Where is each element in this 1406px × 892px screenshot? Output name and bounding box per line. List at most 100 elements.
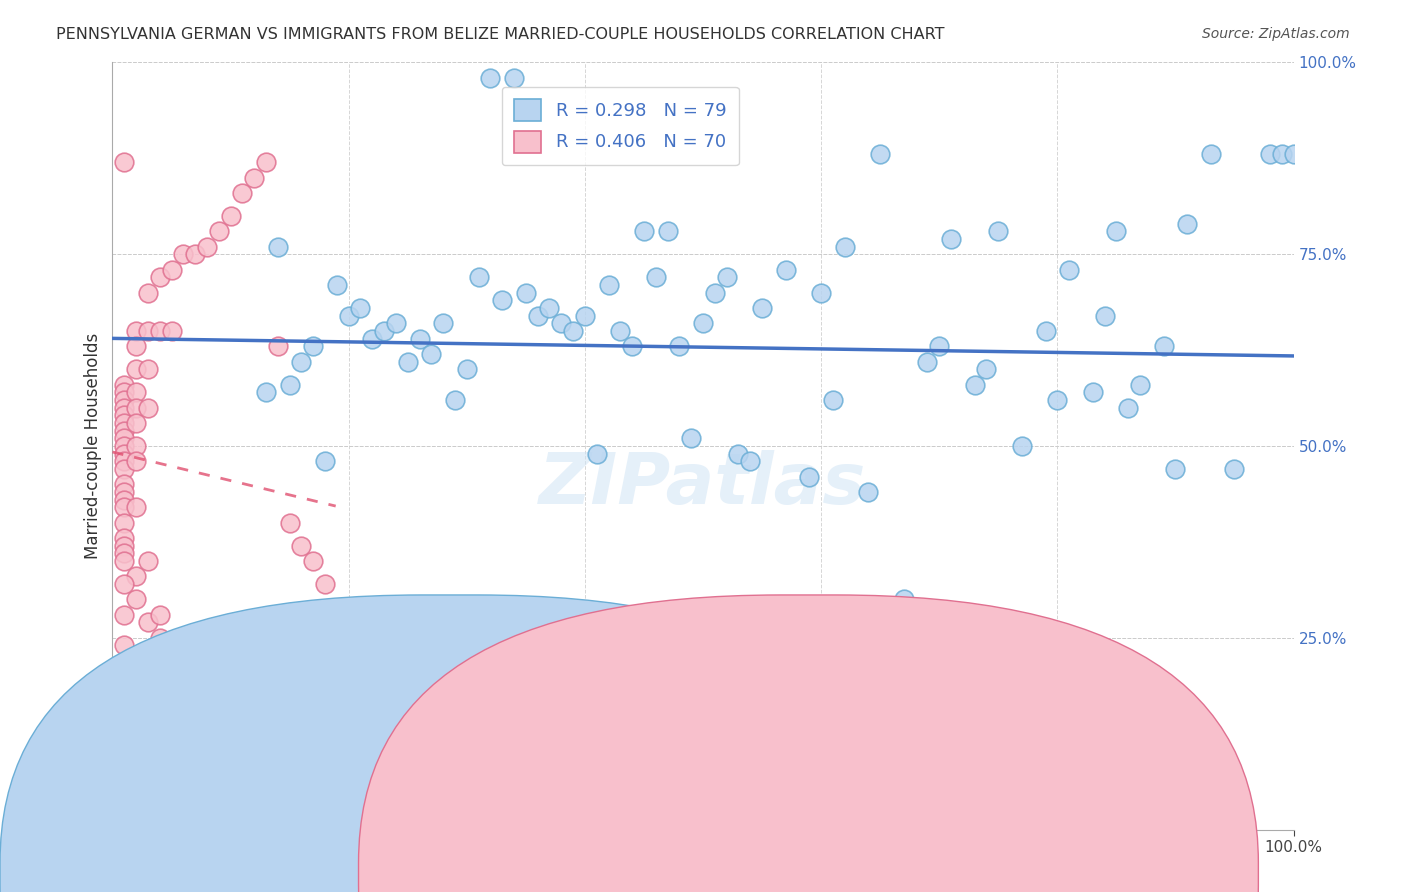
Point — [125, 362, 148, 376]
Point — [136, 401, 159, 415]
Point — [1129, 377, 1152, 392]
Point — [112, 492, 135, 507]
Point — [326, 277, 349, 292]
Point — [112, 447, 135, 461]
Point — [1223, 462, 1246, 476]
Point — [112, 485, 135, 500]
Y-axis label: Married-couple Households: Married-couple Households — [84, 333, 103, 559]
Point — [467, 270, 489, 285]
Point — [208, 224, 231, 238]
Point — [112, 431, 135, 445]
Text: Immigrants from Belize: Immigrants from Belize — [782, 863, 962, 877]
Point — [112, 424, 135, 438]
Text: Source: ZipAtlas.com: Source: ZipAtlas.com — [1202, 27, 1350, 41]
Point — [254, 155, 277, 169]
Point — [456, 362, 478, 376]
Point — [1282, 147, 1305, 161]
Point — [302, 554, 325, 568]
Point — [893, 592, 915, 607]
Point — [160, 324, 183, 338]
Point — [775, 262, 797, 277]
Point — [668, 339, 690, 353]
Point — [786, 684, 808, 698]
Point — [526, 309, 548, 323]
Point — [231, 186, 253, 200]
Point — [136, 362, 159, 376]
Point — [727, 447, 749, 461]
Point — [172, 247, 194, 261]
Point — [112, 546, 135, 560]
Text: Pennsylvania Germans: Pennsylvania Germans — [433, 863, 607, 877]
Point — [172, 669, 194, 683]
Point — [112, 516, 135, 530]
Point — [112, 439, 135, 453]
Legend: R = 0.298   N = 79, R = 0.406   N = 70: R = 0.298 N = 79, R = 0.406 N = 70 — [502, 87, 740, 165]
Point — [290, 354, 312, 368]
Point — [149, 607, 172, 622]
Point — [112, 377, 135, 392]
Point — [939, 232, 962, 246]
Point — [136, 615, 159, 630]
Point — [267, 239, 290, 253]
Point — [692, 316, 714, 330]
Point — [420, 347, 443, 361]
Point — [681, 431, 703, 445]
Point — [1094, 309, 1116, 323]
Point — [858, 485, 880, 500]
Point — [621, 339, 644, 353]
Point — [1046, 392, 1069, 407]
Point — [987, 224, 1010, 238]
Point — [267, 339, 290, 353]
Point — [136, 285, 159, 300]
Point — [125, 439, 148, 453]
Point — [112, 577, 135, 591]
Point — [112, 392, 135, 407]
Point — [562, 324, 585, 338]
Point — [125, 385, 148, 400]
Point — [149, 270, 172, 285]
Point — [373, 324, 395, 338]
Point — [125, 592, 148, 607]
Point — [195, 239, 218, 253]
Point — [112, 639, 135, 653]
Point — [243, 170, 266, 185]
Point — [337, 309, 360, 323]
Point — [112, 607, 135, 622]
Point — [703, 285, 725, 300]
Point — [112, 409, 135, 423]
Point — [963, 377, 986, 392]
Point — [1153, 339, 1175, 353]
Point — [538, 301, 561, 315]
Point — [136, 554, 159, 568]
Point — [243, 776, 266, 790]
Point — [136, 324, 159, 338]
Point — [976, 362, 998, 376]
Point — [195, 699, 218, 714]
Point — [112, 500, 135, 515]
Text: PENNSYLVANIA GERMAN VS IMMIGRANTS FROM BELIZE MARRIED-COUPLE HOUSEHOLDS CORRELAT: PENNSYLVANIA GERMAN VS IMMIGRANTS FROM B… — [56, 27, 945, 42]
Point — [160, 654, 183, 668]
Point — [515, 285, 537, 300]
Point — [751, 301, 773, 315]
Point — [278, 377, 301, 392]
Point — [928, 339, 950, 353]
Point — [112, 385, 135, 400]
Point — [799, 469, 821, 483]
Point — [160, 262, 183, 277]
Point — [917, 354, 939, 368]
Point — [125, 401, 148, 415]
Point — [1035, 324, 1057, 338]
Point — [869, 147, 891, 161]
Point — [208, 715, 231, 730]
Point — [479, 70, 502, 85]
Point — [1175, 217, 1198, 231]
Point — [278, 516, 301, 530]
Point — [219, 731, 242, 745]
Point — [998, 731, 1021, 745]
Point — [598, 277, 620, 292]
Point — [112, 454, 135, 468]
Point — [432, 316, 454, 330]
Point — [112, 477, 135, 491]
Point — [503, 70, 526, 85]
Point — [550, 316, 572, 330]
